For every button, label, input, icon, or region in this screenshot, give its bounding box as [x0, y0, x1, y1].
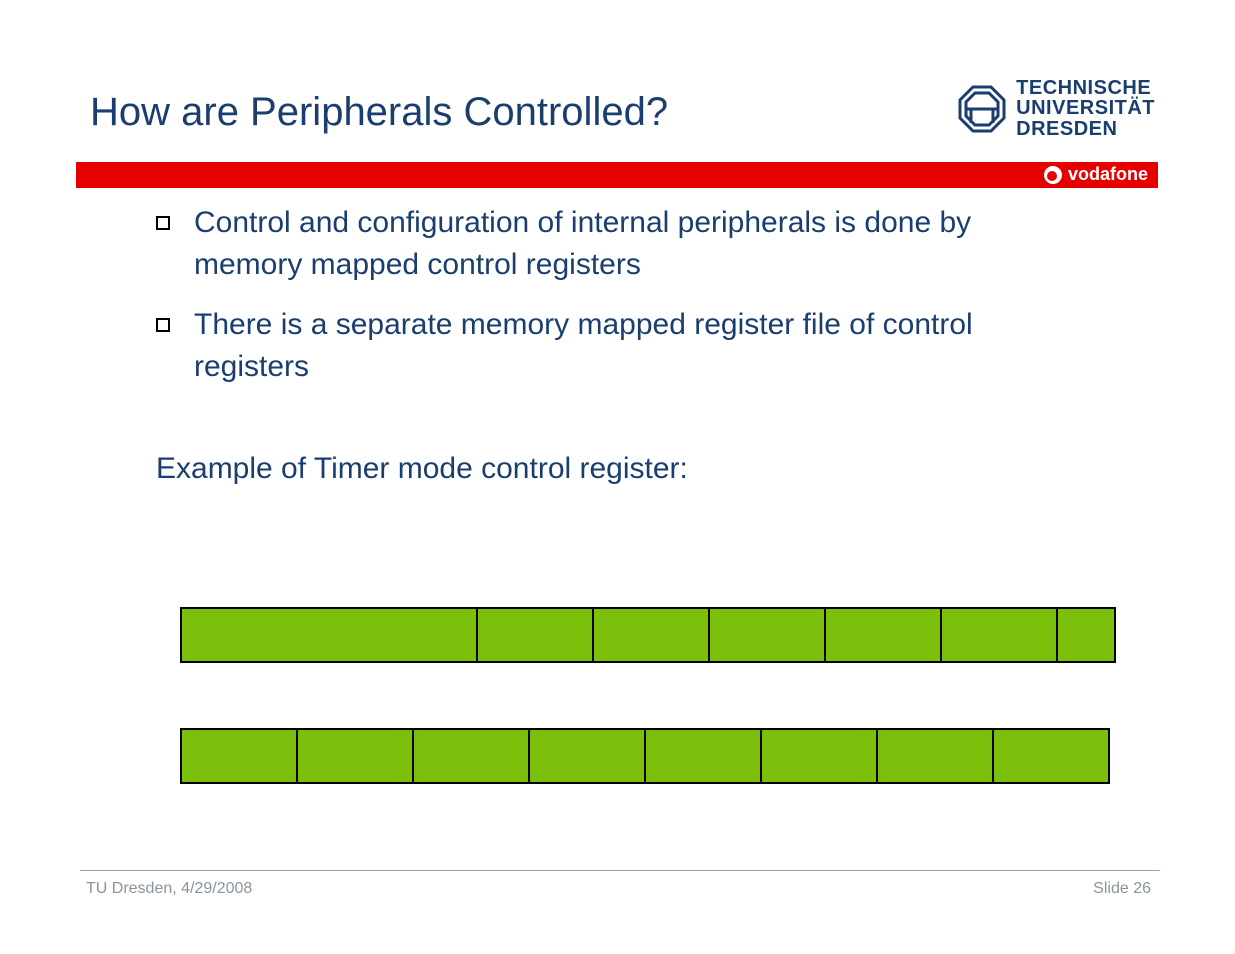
register-field-cell	[476, 607, 594, 663]
register-field-cell	[940, 607, 1058, 663]
register-field-cell	[1056, 607, 1116, 663]
octagon-icon	[956, 83, 1008, 135]
slide-body: Control and configuration of internal pe…	[156, 202, 1086, 490]
uni-line3: DRESDEN	[1016, 119, 1155, 139]
register-field-cell	[708, 607, 826, 663]
vodafone-label: vodafone	[1068, 164, 1148, 185]
register-field-cell	[644, 728, 762, 784]
uni-line2: UNIVERSITÄT	[1016, 98, 1155, 118]
slide-title: How are Peripherals Controlled?	[90, 90, 668, 135]
example-heading: Example of Timer mode control register:	[156, 448, 1086, 490]
bullet-item: There is a separate memory mapped regist…	[156, 304, 1086, 388]
footer-left: TU Dresden, 4/29/2008	[86, 880, 252, 898]
university-logo-text: TECHNISCHE UNIVERSITÄT DRESDEN	[1016, 78, 1155, 139]
uni-line1: TECHNISCHE	[1016, 78, 1155, 98]
bullet-text: Control and configuration of internal pe…	[194, 202, 1086, 286]
slide: How are Peripherals Controlled? TECHNISC…	[0, 0, 1235, 954]
register-field-cell	[760, 728, 878, 784]
footer-divider	[80, 870, 1160, 871]
register-field-cell	[412, 728, 530, 784]
bullet-text: There is a separate memory mapped regist…	[194, 304, 1086, 388]
register-field-cell	[528, 728, 646, 784]
square-bullet-icon	[156, 216, 170, 230]
register-field-cell	[180, 728, 298, 784]
university-logo: TECHNISCHE UNIVERSITÄT DRESDEN	[956, 78, 1155, 139]
header-accent-bar: vodafone	[76, 162, 1158, 188]
square-bullet-icon	[156, 318, 170, 332]
register-field-cell	[180, 607, 478, 663]
register-field-cell	[992, 728, 1110, 784]
register-row-upper	[180, 607, 1114, 663]
register-field-cell	[876, 728, 994, 784]
register-field-cell	[824, 607, 942, 663]
vodafone-speechmark-icon	[1044, 166, 1062, 184]
register-field-cell	[592, 607, 710, 663]
register-field-cell	[296, 728, 414, 784]
register-row-lower	[180, 728, 1108, 784]
bullet-item: Control and configuration of internal pe…	[156, 202, 1086, 286]
footer-right: Slide 26	[1093, 880, 1151, 898]
vodafone-logo: vodafone	[1044, 164, 1148, 185]
